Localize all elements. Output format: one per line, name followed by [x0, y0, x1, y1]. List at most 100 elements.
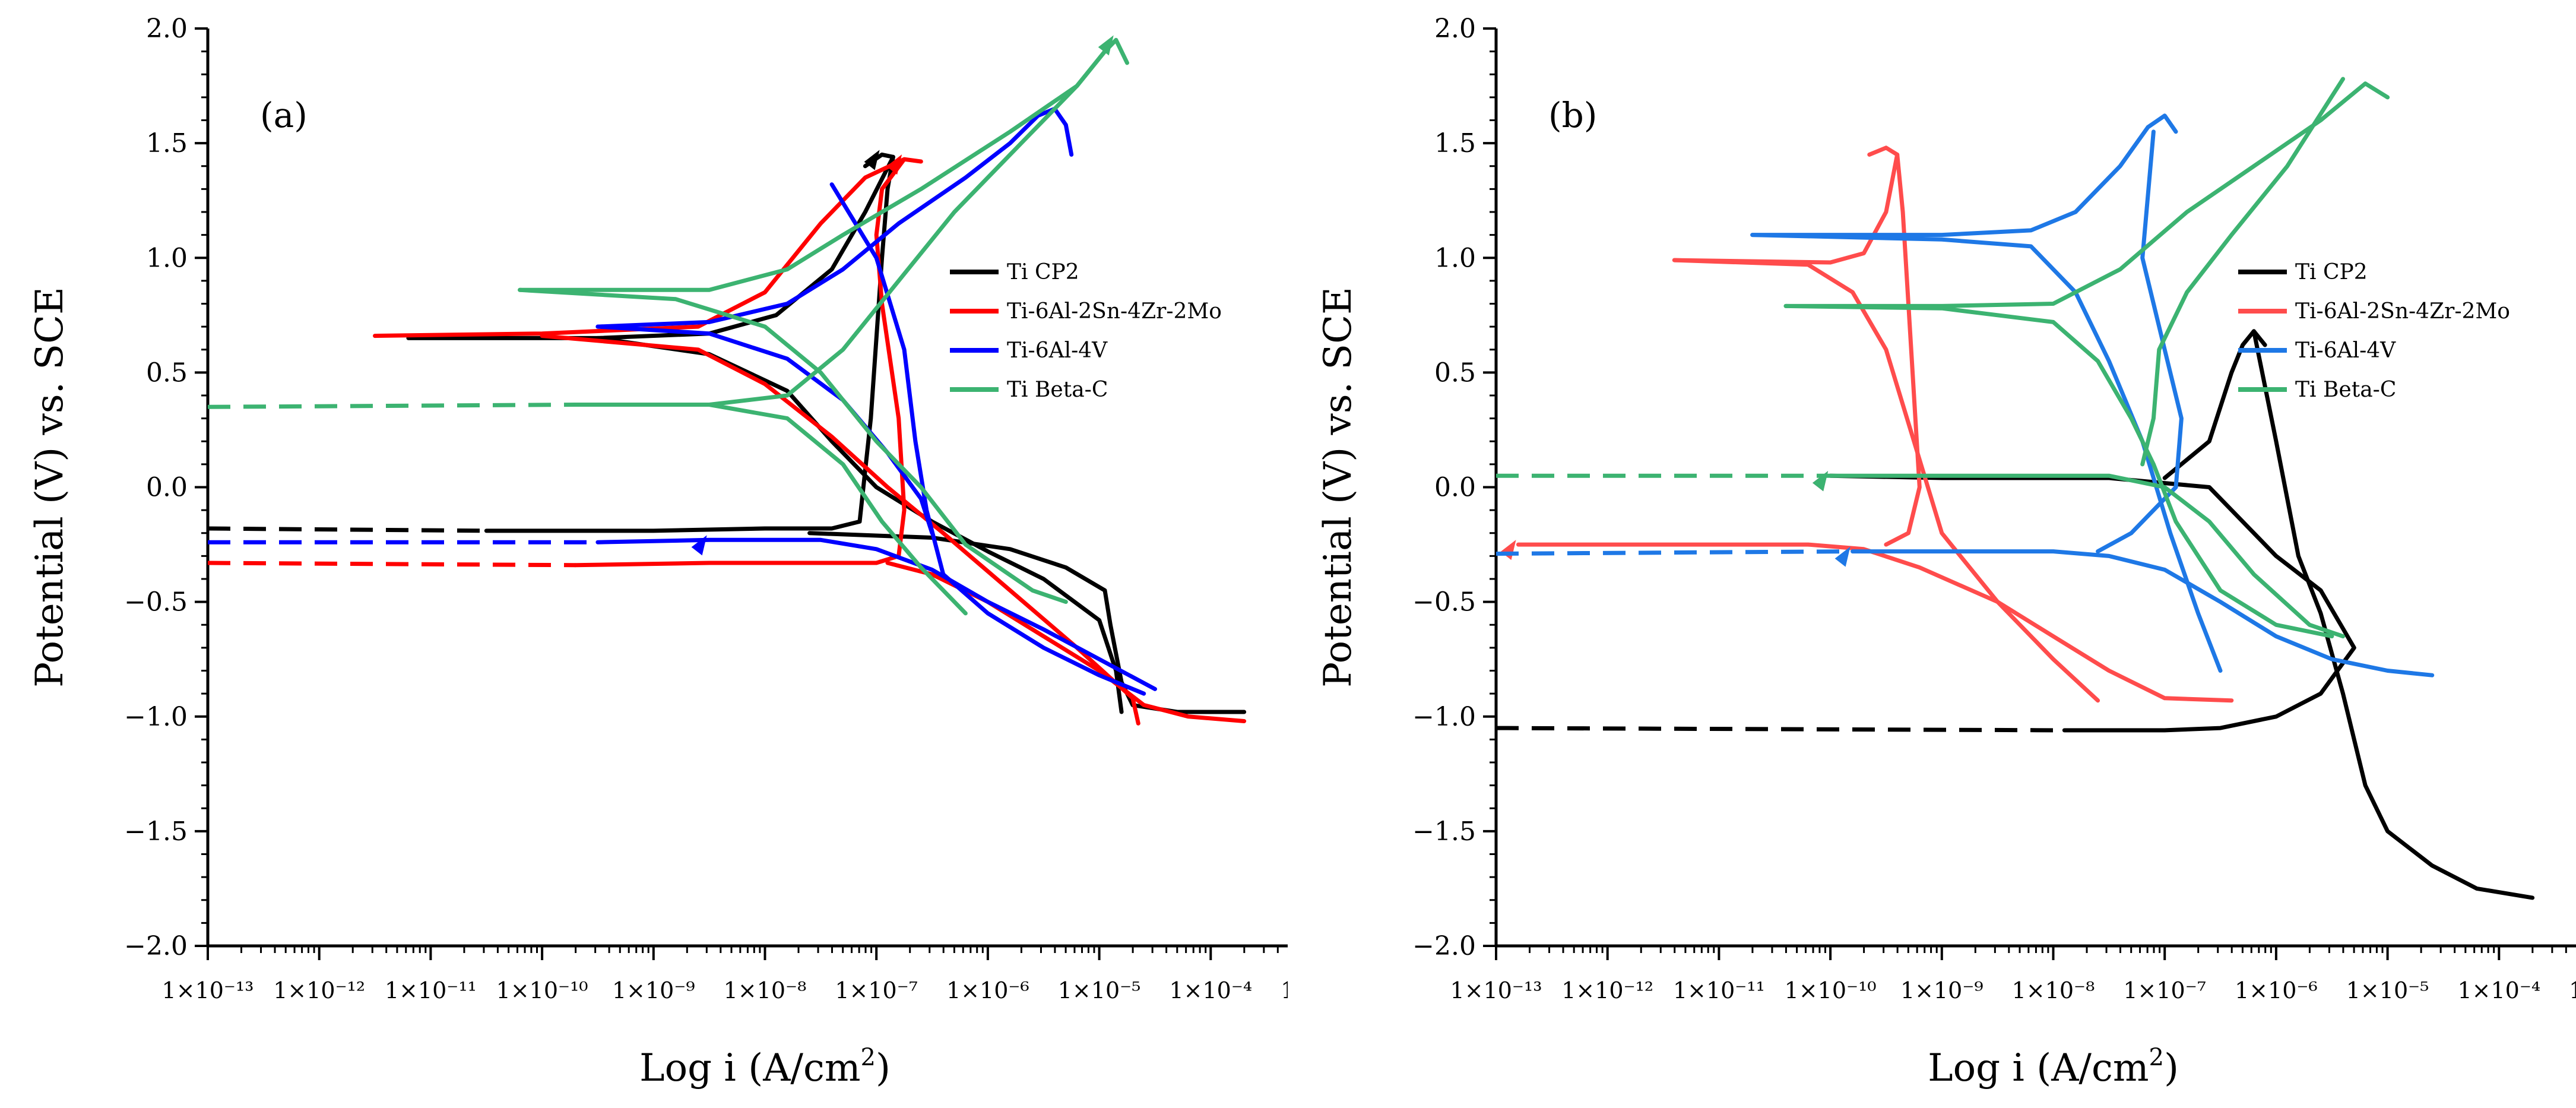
x-axis-title-sup: 2	[861, 1044, 876, 1071]
curve-segment	[885, 561, 1247, 723]
curve-segment	[1750, 233, 2223, 673]
y-axis-title: Potential (V) vs. SCE	[1316, 287, 1360, 688]
x-axis-title-end: )	[876, 1046, 891, 1090]
panel-a: −2.0 −1.5 −1.0 −0.5 0.0 0.5 1.0 1.5 2.0 1×10⁻¹³ 1×…	[28, 14, 1288, 1090]
y-tick-label: 0.0	[146, 473, 188, 503]
y-tick-label: −1.5	[1412, 816, 1476, 847]
x-tick-label: 1×10⁻⁶	[946, 977, 1029, 1003]
legend-label: Ti Beta-C	[1007, 378, 1108, 402]
x-tick-label: 1×10⁻¹¹	[385, 977, 477, 1003]
y-tick-label: 1.5	[1434, 128, 1476, 159]
x-axis-title-main: Log i (A/cm	[639, 1046, 860, 1090]
x-tick-label: 1×10⁻¹¹	[1673, 977, 1765, 1003]
x-tick-label: 1×10⁻⁴	[2457, 977, 2540, 1003]
series-ti-cp2	[207, 150, 1247, 714]
x-tick-label: 1×10⁻³	[2569, 977, 2576, 1003]
x-tick-label: 1×10⁻¹³	[1450, 977, 1542, 1003]
x-tick-label: 1×10⁻¹²	[273, 977, 365, 1003]
dashed-ocp-line	[207, 403, 576, 409]
y-tick-label: 1.0	[146, 243, 188, 273]
series-ti-beta-c	[1496, 77, 2390, 639]
y-axis-title: Potential (V) vs. SCE	[28, 287, 72, 688]
x-tick-label: 1×10⁻⁷	[835, 977, 918, 1003]
curve-segment	[2096, 129, 2184, 554]
curve-segment	[595, 324, 934, 536]
arrowhead	[1813, 471, 1829, 492]
arrowhead	[1500, 540, 1516, 561]
x-tick-label: 1×10⁻³	[1281, 977, 1288, 1003]
dashed-ocp-line	[207, 526, 487, 533]
arrowhead	[1834, 546, 1851, 567]
x-axis-title-main: Log i (A/cm	[1928, 1046, 2149, 1090]
y-tick-label: −1.5	[124, 816, 188, 847]
legend-label: Ti-6Al-2Sn-4Zr-2Mo	[2295, 299, 2510, 324]
panel-label: (b)	[1548, 95, 1597, 135]
dashed-ocp-line	[1495, 549, 1853, 556]
x-tick-label: 1×10⁻⁴	[1169, 977, 1252, 1003]
x-tick-label: 1×10⁻⁵	[2346, 977, 2429, 1003]
legend-label: Ti CP2	[2295, 260, 2368, 284]
legend-label: Ti-6Al-4V	[1007, 338, 1108, 363]
y-tick-label: −2.0	[1412, 931, 1476, 961]
curve-segment	[1750, 113, 2178, 238]
curve-segment	[707, 403, 968, 616]
dashed-ocp-line	[207, 561, 576, 568]
curve-segment	[1828, 473, 2345, 639]
curve-segment	[2140, 77, 2345, 467]
curve-segment	[373, 157, 907, 338]
x-tick-label: 1×10⁻¹⁰	[1785, 977, 1877, 1003]
series-ti-6al-2sn-4zr-2mo	[1500, 145, 2234, 703]
arrowhead	[691, 535, 707, 556]
x-tick-label: 1×10⁻¹³	[162, 977, 254, 1003]
series-ti-6al-4v	[1495, 113, 2435, 678]
x-axis-title: Log i (A/cm2)	[639, 1044, 891, 1090]
curve-segment	[518, 49, 1107, 292]
y-tick-label: 1.5	[146, 128, 188, 159]
chart-a: −2.0 −1.5 −1.0 −0.5 0.0 0.5 1.0 1.5 2.0 1×10⁻¹³ 1×…	[28, 14, 1288, 1090]
legend-label: Ti-6Al-4V	[2295, 338, 2396, 363]
x-tick-label: 1×10⁻⁶	[2235, 977, 2318, 1003]
x-tick-label: 1×10⁻⁹	[1900, 977, 1984, 1003]
legend-label: Ti CP2	[1007, 260, 1079, 284]
y-tick-label: 0.5	[146, 357, 188, 388]
x-axis-title-end: )	[2164, 1046, 2179, 1090]
curve-segment	[1672, 152, 1900, 265]
dashed-ocp-line	[1495, 726, 2065, 733]
y-tick-label: 0.0	[1434, 473, 1476, 503]
curve-segment	[2251, 329, 2535, 900]
y-tick-label: −1.0	[124, 702, 188, 732]
x-tick-label: 1×10⁻⁵	[1058, 977, 1141, 1003]
y-tick-label: −1.0	[1412, 702, 1476, 732]
y-tick-label: −0.5	[124, 587, 188, 618]
legend: Ti CP2 Ti-6Al-2Sn-4Zr-2Mo Ti-6Al-4V Ti Beta…	[2238, 260, 2510, 402]
legend-label: Ti Beta-C	[2295, 378, 2396, 402]
series-ti-6al-2sn-4zr-2mo	[207, 154, 1247, 726]
curve-segment	[1828, 473, 2356, 733]
x-tick-label: 1×10⁻⁸	[724, 977, 807, 1003]
curve-segment	[595, 537, 1157, 691]
curve-segment	[595, 106, 1074, 329]
curve-segment	[1672, 258, 2100, 703]
curve-segment	[1851, 549, 2435, 678]
curve-segment	[1867, 145, 1922, 547]
y-tick-label: −2.0	[124, 931, 188, 961]
y-tick-label: 2.0	[146, 14, 188, 44]
y-tick-label: 2.0	[1434, 14, 1476, 44]
curve-segment	[484, 152, 895, 533]
arrowhead	[886, 154, 902, 175]
x-tick-label: 1×10⁻⁹	[612, 977, 695, 1003]
y-tick-label: −0.5	[1412, 587, 1476, 618]
chart-b: −2.0 −1.5 −1.0 −0.5 0.0 0.5 1.0 1.5 2.0 1×10⁻¹³ 1×…	[1316, 14, 2576, 1090]
x-tick-label: 1×10⁻⁸	[2012, 977, 2095, 1003]
y-tick-label: 0.5	[1434, 357, 1476, 388]
curve-segment	[829, 182, 1146, 696]
curve-segment	[1783, 303, 2334, 639]
series-ti-beta-c	[207, 35, 1129, 616]
arrowhead	[1098, 35, 1114, 56]
arrowhead	[864, 150, 880, 170]
curve-segment	[518, 287, 1068, 604]
x-axis-title-sup: 2	[2149, 1044, 2164, 1071]
x-tick-label: 1×10⁻¹⁰	[496, 977, 588, 1003]
y-tick-label: 1.0	[1434, 243, 1476, 273]
